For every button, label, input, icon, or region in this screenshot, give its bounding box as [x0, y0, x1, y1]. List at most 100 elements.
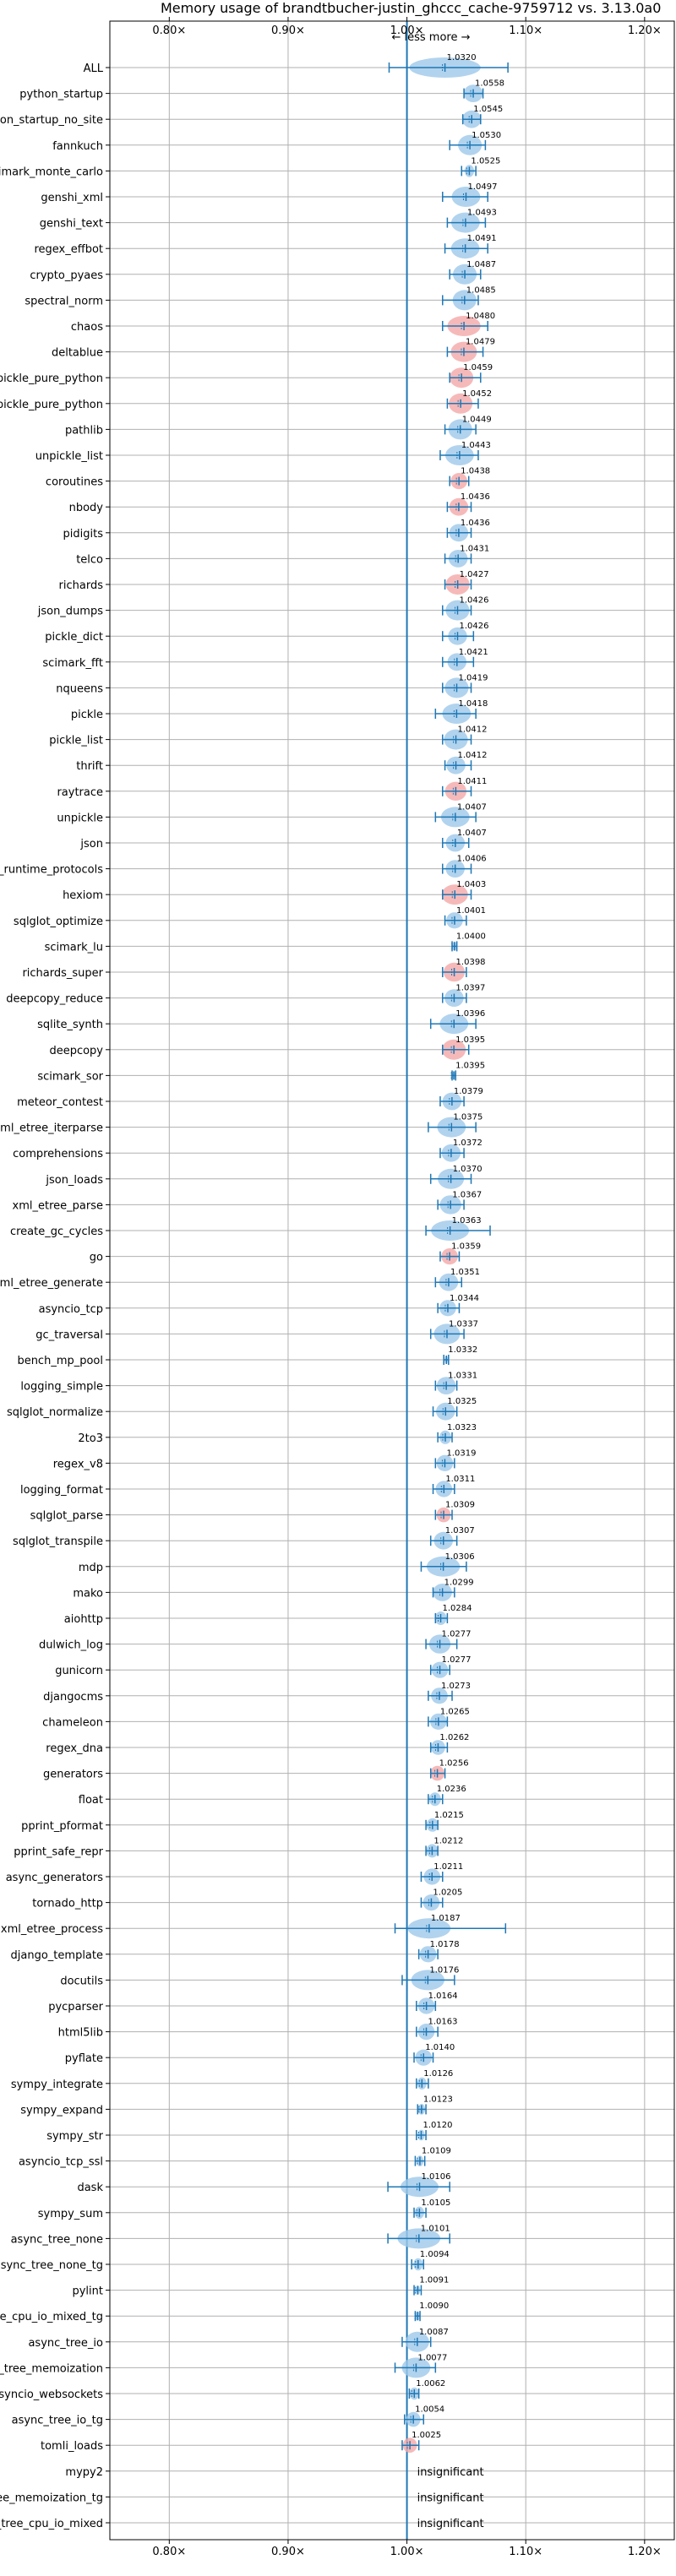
value-label: 1.0558 [475, 79, 504, 89]
value-label: 1.0438 [461, 467, 490, 476]
value-label: 1.0299 [444, 1578, 474, 1587]
x-tick-label-top: 1.00× [390, 24, 424, 37]
value-label: insignificant [417, 2492, 484, 2504]
value-label: 1.0212 [433, 1836, 463, 1845]
benchmark-label: scimark_lu [45, 941, 103, 954]
value-label: 1.0487 [466, 260, 496, 269]
benchmark-label: regex_dna [46, 1742, 103, 1755]
value-label: 1.0176 [429, 1965, 459, 1975]
value-label: 1.0497 [467, 182, 497, 192]
value-label: 1.0106 [421, 2172, 450, 2182]
benchmark-label: fannkuch [52, 140, 103, 153]
benchmark-label: pickle_list [49, 735, 103, 747]
benchmark-label: unpickle_pure_python [0, 399, 103, 411]
benchmark-label: dulwich_log [39, 1639, 103, 1652]
x-tick-label-top: 1.20× [628, 24, 662, 37]
value-label: 1.0367 [452, 1190, 482, 1199]
value-label: 1.0320 [447, 53, 477, 62]
benchmark-label: pycparser [48, 2001, 103, 2014]
benchmark-label: logging_format [20, 1484, 103, 1497]
benchmark-label: telco [76, 553, 103, 566]
benchmark-label: pickle_pure_python [0, 372, 103, 385]
value-label: 1.0077 [417, 2353, 447, 2362]
value-label: 1.0311 [445, 1475, 475, 1484]
benchmark-label: chameleon [42, 1716, 103, 1729]
value-label: 1.0403 [456, 880, 486, 889]
value-label: 1.0479 [466, 338, 495, 347]
value-label: 1.0062 [416, 2379, 445, 2389]
benchmark-label: thrift [76, 760, 103, 773]
value-label: 1.0431 [460, 544, 489, 553]
benchmark-label: unpickle_list [35, 450, 103, 463]
benchmark-label: xml_etree_generate [0, 1277, 103, 1290]
x-tick-label-bottom: 1.10× [509, 2546, 542, 2558]
benchmark-label: xml_etree_parse [13, 1199, 103, 1212]
value-label: 1.0379 [454, 1087, 483, 1096]
value-label: 1.0256 [439, 1759, 469, 1769]
benchmark-label: deltablue [52, 347, 103, 360]
benchmark-label: django_template [11, 1949, 103, 1962]
benchmark-label: raytrace [57, 786, 103, 799]
value-label: 1.0332 [448, 1345, 477, 1355]
value-label: 1.0307 [445, 1526, 475, 1535]
value-label: 1.0187 [431, 1914, 461, 1923]
benchmark-label: logging_simple [20, 1381, 103, 1394]
value-label: 1.0418 [458, 699, 488, 709]
benchmark-label: bench_mp_pool [17, 1355, 103, 1367]
benchmark-label: sympy_sum [38, 2208, 103, 2220]
value-label: 1.0262 [439, 1733, 469, 1742]
benchmark-label: asyncio_tcp [39, 1303, 103, 1316]
value-label: 1.0427 [460, 570, 489, 579]
value-label: 1.0205 [433, 1889, 462, 1898]
benchmark-label: pickle_dict [45, 631, 103, 644]
x-tick-label-top: 0.90× [271, 24, 305, 37]
benchmark-label: pprint_pformat [21, 1820, 103, 1833]
value-label: 1.0485 [466, 285, 496, 295]
benchmark-label: ALL [84, 62, 104, 75]
benchmark-label: pickle [71, 709, 103, 721]
value-label: 1.0412 [458, 726, 488, 735]
benchmark-label: aiohttp [64, 1613, 103, 1626]
value-label: 1.0090 [419, 2302, 449, 2311]
labels-layer: 0.80× 0.80× 0.90× 0.90× 1.00× 1.00× 1.10× 1.10×… [0, 24, 662, 2558]
value-label: insignificant [417, 2518, 484, 2530]
benchmark-label: djangocms [43, 1691, 103, 1704]
benchmark-label: float [79, 1794, 103, 1807]
benchmark-label: nqueens [56, 682, 103, 695]
value-label: 1.0493 [467, 209, 497, 218]
value-label: 1.0400 [456, 932, 486, 941]
value-label: 1.0337 [449, 1319, 478, 1329]
value-label: 1.0105 [421, 2198, 450, 2208]
benchmark-label: scimark_fft [42, 657, 103, 670]
benchmark-label: async_tree_memoization_tg [0, 2492, 103, 2504]
value-label: 1.0309 [445, 1501, 475, 1510]
value-label: 1.0164 [428, 1992, 458, 2001]
benchmark-label: asyncio_tcp_ssl [19, 2156, 103, 2169]
benchmark-label: json [79, 838, 103, 851]
value-label: 1.0459 [463, 363, 493, 372]
benchmark-label: create_gc_cycles [10, 1226, 103, 1238]
value-label: 1.0025 [412, 2431, 441, 2440]
value-label: 1.0325 [447, 1397, 477, 1406]
plot-frame [109, 20, 675, 2541]
benchmark-label: mypy2 [65, 2466, 103, 2479]
value-label: 1.0109 [422, 2147, 451, 2156]
value-label: 1.0421 [459, 648, 488, 657]
value-label: 1.0277 [442, 1630, 472, 1639]
benchmark-label: genshi_xml [41, 192, 103, 204]
value-label: 1.0351 [450, 1268, 480, 1277]
value-label: 1.0140 [425, 2043, 455, 2052]
benchmark-label: asyncio_websockets [0, 2389, 103, 2401]
value-label: 1.0396 [455, 1009, 485, 1019]
benchmark-label: richards [59, 579, 104, 592]
benchmark-label: unpickle [57, 812, 103, 824]
value-label: 1.0273 [441, 1682, 471, 1691]
value-label: 1.0178 [430, 1940, 460, 1949]
benchmark-label: sqlglot_normalize [7, 1406, 103, 1419]
benchmark-label: pylint [72, 2285, 103, 2298]
value-label: 1.0091 [419, 2276, 449, 2285]
direction-label: ← less more → [391, 31, 470, 44]
benchmark-label: docutils [60, 1975, 103, 1987]
benchmark-label: sqlglot_parse [30, 1510, 103, 1523]
